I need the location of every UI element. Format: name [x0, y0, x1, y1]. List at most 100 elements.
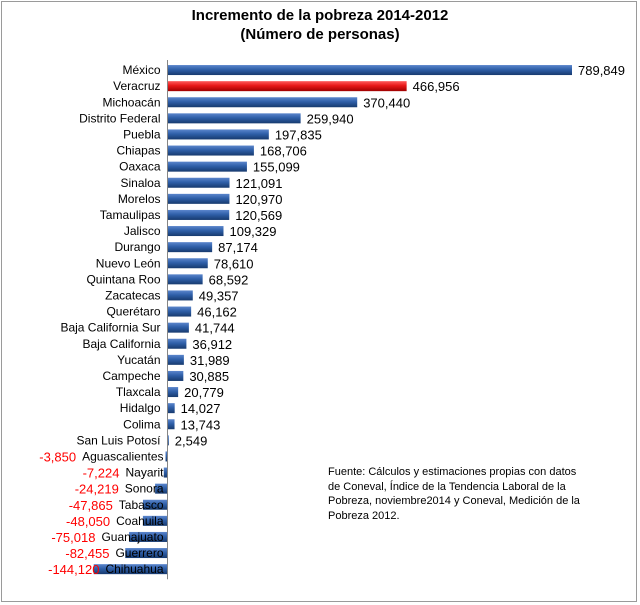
- category-label-sinaloa: Sinaloa: [120, 176, 160, 190]
- category-label-sonora: Sonora: [125, 482, 164, 496]
- bar-guanajuato: [129, 531, 168, 542]
- value-label-jalisco: 109,329: [229, 224, 276, 239]
- bar-nayarit: [163, 467, 168, 478]
- bar-guerrero: [125, 548, 168, 559]
- bar-nuevo-leon: [167, 258, 208, 269]
- category-label-san-luis-potosi: San Luis Potosí: [76, 433, 161, 447]
- value-label-guerrero: -82,455: [65, 546, 109, 561]
- category-label-chiapas: Chiapas: [116, 144, 160, 158]
- bar-chihuahua: [93, 564, 168, 575]
- chart-title-line1: Incremento de la pobreza 2014-2012: [191, 7, 449, 24]
- category-label-colima: Colima: [123, 417, 161, 431]
- bar-quintana-roo: [167, 274, 203, 285]
- bar-hidalgo: [167, 403, 175, 414]
- category-label-baja-california: Baja California: [82, 337, 160, 351]
- bar-colima: [167, 419, 175, 430]
- category-label-queretaro: Querétaro: [106, 305, 160, 319]
- chart-title-line2: (Número de personas): [240, 26, 400, 43]
- bar-tamaulipas: [167, 209, 230, 220]
- chart-title: Incremento de la pobreza 2014-2012 (Núme…: [0, 6, 640, 44]
- value-label-michoacan: 370,440: [363, 95, 410, 110]
- value-label-san-luis-potosi: 2,549: [175, 433, 208, 448]
- category-label-guanajuato: Guanajuato: [101, 530, 163, 544]
- category-label-guerrero: Guerrero: [115, 546, 163, 560]
- value-label-oaxaca: 155,099: [253, 160, 300, 175]
- bar-baja-california-sur: [167, 322, 189, 333]
- category-label-tabasco: Tabasco: [119, 498, 164, 512]
- value-label-morelos: 120,970: [235, 192, 282, 207]
- value-label-distrito-federal: 259,940: [307, 111, 354, 126]
- category-label-quintana-roo: Quintana Roo: [86, 272, 160, 286]
- bar-campeche: [167, 370, 184, 381]
- category-label-durango: Durango: [114, 240, 160, 254]
- category-label-mexico: México: [122, 63, 160, 77]
- category-label-nayarit: Nayarit: [125, 466, 164, 480]
- value-label-colima: 13,743: [181, 417, 221, 432]
- bar-sonora: [155, 483, 168, 494]
- value-label-mexico: 789,849: [578, 63, 625, 78]
- value-label-sonora: -24,219: [75, 482, 119, 497]
- bar-tabasco: [142, 499, 168, 510]
- value-label-tabasco: -47,865: [69, 498, 113, 513]
- bar-oaxaca: [167, 161, 247, 172]
- category-label-campeche: Campeche: [102, 369, 160, 383]
- bar-queretaro: [167, 306, 192, 317]
- source-note: Fuente: Cálculos y estimaciones propias …: [328, 466, 580, 522]
- category-label-distrito-federal: Distrito Federal: [79, 111, 160, 125]
- category-label-puebla: Puebla: [123, 127, 161, 141]
- bar-aguascalientes: [165, 451, 168, 462]
- value-label-quintana-roo: 68,592: [209, 272, 249, 287]
- bar-veracruz: [167, 81, 407, 92]
- bar-coahuila: [142, 515, 168, 526]
- bar-jalisco: [167, 226, 224, 237]
- value-label-zacatecas: 49,357: [199, 288, 239, 303]
- bar-durango: [167, 242, 213, 253]
- value-label-chihuahua: -144,120: [48, 562, 99, 577]
- category-label-tamaulipas: Tamaulipas: [100, 208, 161, 222]
- bar-puebla: [167, 129, 269, 140]
- bar-chiapas: [167, 145, 254, 156]
- value-label-veracruz: 466,956: [413, 79, 460, 94]
- value-label-sinaloa: 121,091: [236, 176, 283, 191]
- bar-sinaloa: [167, 177, 230, 188]
- value-label-guanajuato: -75,018: [51, 530, 95, 545]
- category-label-zacatecas: Zacatecas: [105, 288, 160, 302]
- value-label-yucatan: 31,989: [190, 353, 230, 368]
- category-label-tlaxcala: Tlaxcala: [116, 385, 161, 399]
- bar-morelos: [167, 193, 230, 204]
- category-label-oaxaca: Oaxaca: [119, 160, 161, 174]
- category-label-michoacan: Michoacán: [102, 95, 160, 109]
- category-label-hidalgo: Hidalgo: [120, 401, 161, 415]
- value-label-queretaro: 46,162: [197, 305, 237, 320]
- bar-distrito-federal: [167, 113, 301, 124]
- category-label-jalisco: Jalisco: [124, 224, 161, 238]
- value-label-tamaulipas: 120,569: [235, 208, 282, 223]
- value-label-hidalgo: 14,027: [181, 401, 221, 416]
- category-label-coahuila: Coahuila: [116, 514, 164, 528]
- value-label-nuevo-leon: 78,610: [214, 256, 254, 271]
- bar-yucatan: [167, 354, 184, 365]
- value-label-tlaxcala: 20,779: [184, 385, 224, 400]
- value-label-chiapas: 168,706: [260, 144, 307, 159]
- value-label-nayarit: -7,224: [83, 466, 120, 481]
- category-label-nuevo-leon: Nuevo León: [96, 256, 161, 270]
- category-label-chihuahua: Chihuahua: [105, 562, 163, 576]
- bar-mexico: [167, 65, 572, 76]
- bar-san-luis-potosi: [167, 435, 169, 446]
- bar-michoacan: [167, 97, 358, 108]
- bar-zacatecas: [167, 290, 193, 301]
- value-label-baja-california: 36,912: [192, 337, 232, 352]
- category-label-yucatan: Yucatán: [117, 353, 160, 367]
- category-label-aguascalientes: Aguascalientes: [82, 449, 163, 463]
- category-label-morelos: Morelos: [118, 192, 161, 206]
- value-label-aguascalientes: -3,850: [39, 449, 76, 464]
- value-label-campeche: 30,885: [189, 369, 229, 384]
- value-label-durango: 87,174: [218, 240, 258, 255]
- category-label-baja-california-sur: Baja California Sur: [60, 321, 160, 335]
- value-label-coahuila: -48,050: [66, 514, 110, 529]
- value-label-baja-california-sur: 41,744: [195, 321, 235, 336]
- bar-tlaxcala: [167, 387, 179, 398]
- bar-baja-california: [167, 338, 187, 349]
- value-label-puebla: 197,835: [275, 127, 322, 142]
